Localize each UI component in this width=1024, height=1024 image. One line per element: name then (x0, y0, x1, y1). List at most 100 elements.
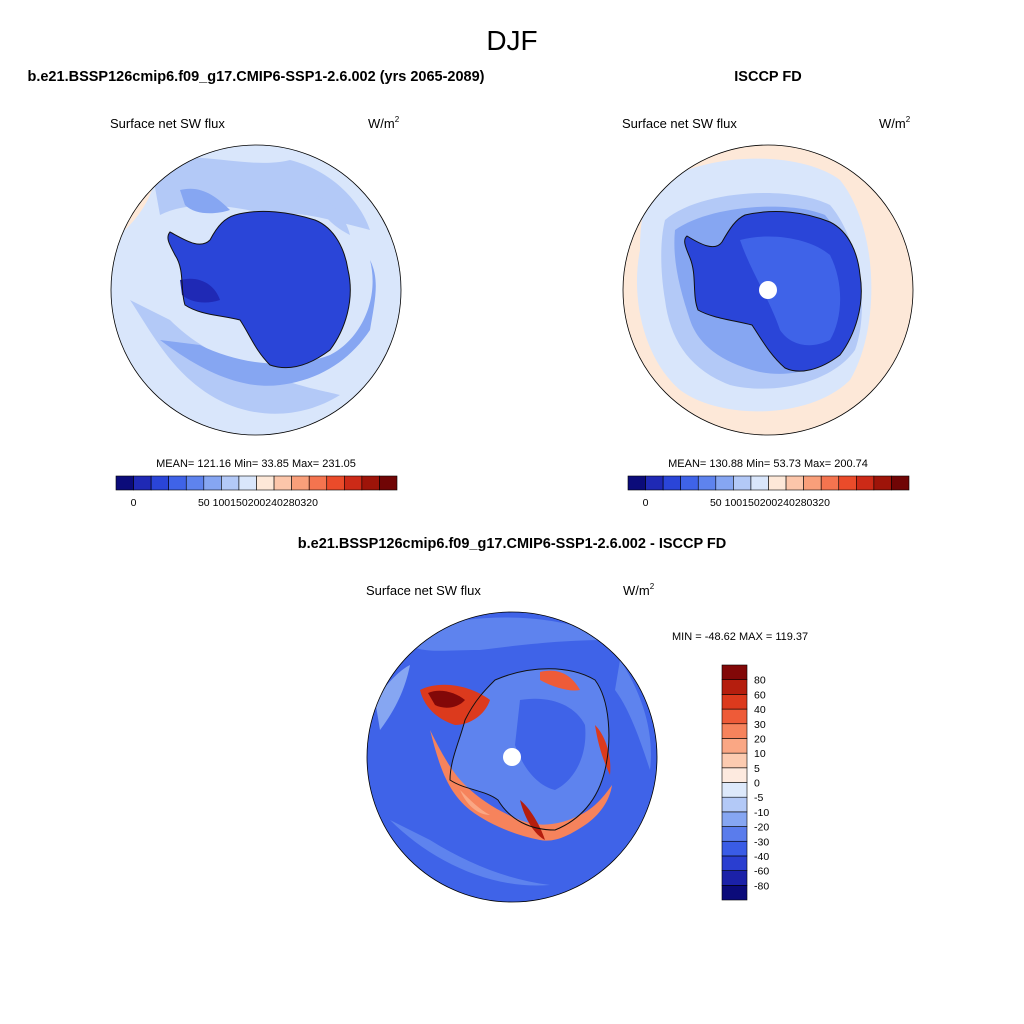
colorbar-swatch (873, 475, 892, 491)
colorbar-obs: 0 50 100 150 200 240 280 320 (627, 475, 910, 509)
colorbar-tick-label: 0 (754, 778, 760, 790)
colorbar-tick-label: 150 (230, 497, 248, 509)
colorbar-swatch (379, 475, 398, 491)
colorbar-swatch (721, 738, 748, 754)
polar-map-model (111, 145, 401, 435)
minmax-text: MIN = -48.62 MAX = 119.37 (672, 631, 808, 643)
colorbar-tick-label: 50 (710, 497, 722, 509)
colorbar-swatch (838, 475, 857, 491)
colorbar-tick-label: 80 (754, 675, 766, 687)
colorbar-model: 0 50 100 150 200 240 280 320 (115, 475, 398, 509)
stats-obs: MEAN= 130.88 Min= 53.73 Max= 200.74 (668, 458, 868, 470)
colorbar-swatch (361, 475, 380, 491)
panel-title: b.e21.BSSP126cmip6.f09_g17.CMIP6-SSP1-2.… (298, 536, 726, 552)
variable-label: Surface net SW flux (366, 583, 481, 598)
colorbar-tick-label: 100 (213, 497, 231, 509)
colorbar-swatch (273, 475, 292, 491)
colorbar-swatch (721, 664, 748, 680)
colorbar-tick-label: -20 (754, 822, 769, 834)
colorbar-tick-label: 10 (754, 748, 766, 760)
colorbar-swatch (662, 475, 681, 491)
colorbar-swatch (721, 723, 748, 739)
colorbar-swatch (627, 475, 646, 491)
colorbar-swatch (721, 855, 748, 871)
colorbar-swatch (785, 475, 804, 491)
colorbar-swatch (645, 475, 664, 491)
variable-label: Surface net SW flux (110, 116, 225, 131)
season-title: DJF (486, 25, 537, 56)
colorbar-swatch (680, 475, 699, 491)
variable-label: Surface net SW flux (622, 116, 737, 131)
colorbar-swatch (803, 475, 822, 491)
colorbar-swatch (256, 475, 275, 491)
colorbar-tick-label: 240 (777, 497, 795, 509)
panel-title: b.e21.BSSP126cmip6.f09_g17.CMIP6-SSP1-2.… (27, 69, 484, 85)
units-label: W/m2 (623, 582, 655, 598)
colorbar-tick-label: -10 (754, 807, 769, 819)
colorbar-swatch (326, 475, 345, 491)
colorbar-swatch (768, 475, 787, 491)
colorbar-tick-label: 280 (283, 497, 301, 509)
polar-map-obs (623, 145, 913, 435)
colorbar-swatch (721, 885, 748, 901)
colorbar-swatch (856, 475, 875, 491)
colorbar-swatch (168, 475, 187, 491)
panel-model: b.e21.BSSP126cmip6.f09_g17.CMIP6-SSP1-2.… (27, 69, 484, 509)
colorbar-swatch (891, 475, 910, 491)
colorbar-swatch (750, 475, 769, 491)
colorbar-swatch (221, 475, 240, 491)
colorbar-tick-label: 150 (742, 497, 760, 509)
colorbar-tick-label: -80 (754, 880, 769, 892)
colorbar-swatch (133, 475, 152, 491)
colorbar-swatch (291, 475, 310, 491)
colorbar-tick-label: 200 (248, 497, 266, 509)
colorbar-swatch (721, 870, 748, 886)
colorbar-swatch (721, 752, 748, 769)
colorbar-swatch (733, 475, 752, 491)
colorbar-swatch (721, 767, 748, 783)
colorbar-swatch (697, 475, 717, 491)
panel-title: ISCCP FD (734, 69, 801, 85)
colorbar-diff: -80 -60 -40 -30 -20 -10 -5 0 5 10 20 30 40 60 80 (721, 664, 769, 901)
colorbar-swatch (150, 475, 169, 491)
colorbar-tick-label: 280 (795, 497, 813, 509)
units-label: W/m2 (368, 115, 400, 131)
colorbar-swatch (820, 475, 840, 491)
panel-obs: ISCCP FD Surface net SW flux W/m2 MEAN= … (622, 69, 914, 509)
colorbar-tick-label: 320 (812, 497, 830, 509)
colorbar-tick-label: 50 (198, 497, 210, 509)
colorbar-swatch (721, 694, 748, 710)
colorbar-swatch (715, 475, 734, 491)
stats-model: MEAN= 121.16 Min= 33.85 Max= 231.05 (156, 458, 356, 470)
units-label: W/m2 (879, 115, 911, 131)
colorbar-tick-label: 100 (725, 497, 743, 509)
colorbar-swatch (115, 475, 134, 491)
colorbar-tick-label: 320 (300, 497, 318, 509)
colorbar-swatch (721, 826, 748, 842)
colorbar-swatch (721, 679, 748, 695)
colorbar-swatch (721, 796, 748, 813)
colorbar-swatch (185, 475, 205, 491)
colorbar-tick-label: 20 (754, 733, 766, 745)
colorbar-tick-label: 40 (754, 704, 766, 716)
colorbar-swatch (308, 475, 328, 491)
colorbar-swatch (721, 840, 748, 857)
colorbar-tick-label: 200 (760, 497, 778, 509)
colorbar-swatch (203, 475, 222, 491)
panel-diff: b.e21.BSSP126cmip6.f09_g17.CMIP6-SSP1-2.… (298, 536, 808, 903)
colorbar-swatch (721, 811, 748, 827)
colorbar-tick-label: 30 (754, 719, 766, 731)
colorbar-tick-label: -30 (754, 836, 769, 848)
colorbar-tick-label: -60 (754, 866, 769, 878)
polar-map-diff (367, 612, 657, 902)
colorbar-swatch (721, 782, 748, 798)
colorbar-tick-label: 240 (265, 497, 283, 509)
colorbar-tick-label: 0 (643, 497, 649, 509)
colorbar-swatch (721, 708, 748, 725)
colorbar-tick-label: 60 (754, 689, 766, 701)
colorbar-tick-label: -5 (754, 792, 763, 804)
colorbar-tick-label: 5 (754, 763, 760, 775)
colorbar-tick-label: -40 (754, 851, 769, 863)
colorbar-swatch (238, 475, 257, 491)
